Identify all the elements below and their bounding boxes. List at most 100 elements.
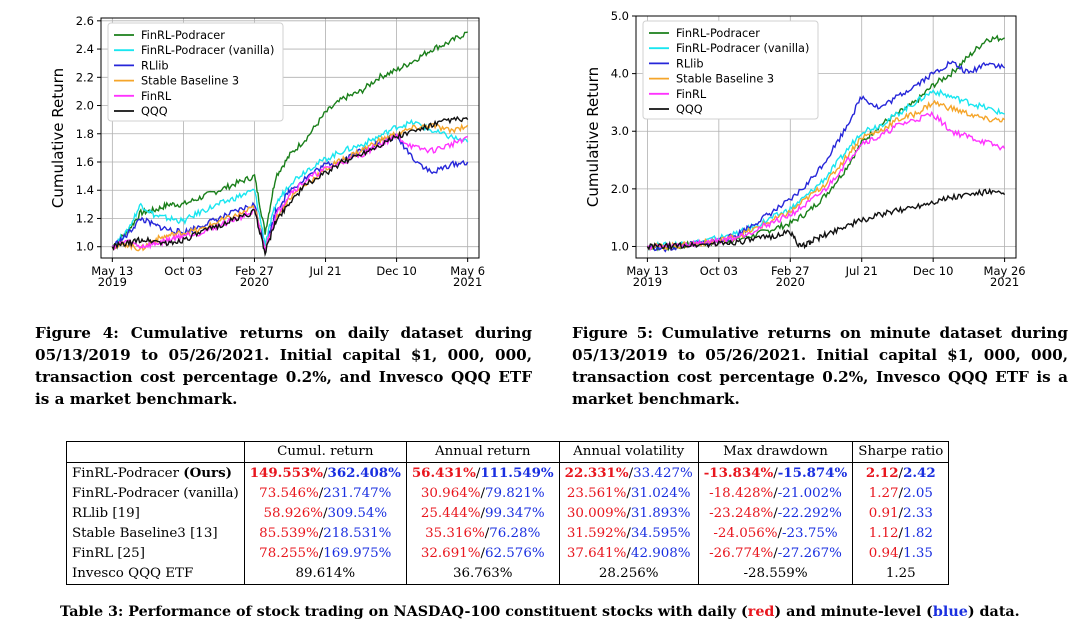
row-label-suffix: (Ours) bbox=[183, 465, 232, 481]
performance-table: Cumul. return Annual return Annual volatil… bbox=[66, 441, 950, 585]
daily-value: 37.641% bbox=[566, 546, 627, 561]
legend-label: RLlib bbox=[141, 59, 169, 72]
value-separator: / bbox=[898, 466, 904, 481]
value-separator: / bbox=[475, 466, 481, 481]
legend-label: Stable Baseline 3 bbox=[676, 73, 774, 86]
minute-value: 33.427% bbox=[633, 466, 693, 481]
row-label-text: FinRL [25] bbox=[72, 546, 145, 561]
daily-value: 1.27 bbox=[868, 486, 899, 501]
table-caption-red: red bbox=[747, 604, 775, 620]
benchmark-value: -28.559% bbox=[743, 566, 808, 581]
legend-label: FinRL bbox=[141, 90, 172, 103]
x-tick-label: Oct 03 bbox=[700, 264, 738, 278]
daily-value: 73.546% bbox=[259, 486, 319, 501]
daily-value: -26.774% bbox=[709, 546, 774, 561]
value-separator: / bbox=[898, 506, 904, 521]
table-caption-mid: ) and minute-level ( bbox=[774, 604, 933, 620]
table-caption-blue: blue bbox=[932, 604, 968, 620]
benchmark-value: 1.25 bbox=[885, 566, 916, 581]
minute-value: 76.28% bbox=[489, 526, 541, 541]
daily-value: 35.316% bbox=[425, 526, 485, 541]
figure-4-caption: Figure 4: Cumulative returns on daily da… bbox=[35, 324, 532, 408]
table-cell: 35.316%/76.28% bbox=[405, 524, 560, 544]
daily-value: 23.561% bbox=[566, 486, 627, 501]
value-separator: / bbox=[626, 486, 631, 501]
minute-value: 31.024% bbox=[630, 486, 691, 501]
x-tick-label: Feb 27 bbox=[771, 264, 810, 278]
header-name bbox=[66, 441, 245, 463]
value-separator: / bbox=[773, 466, 778, 481]
table-cell: 58.926%/309.54% bbox=[243, 504, 407, 524]
table-header-row: Cumul. return Annual return Annual volatil… bbox=[66, 441, 949, 463]
row-label: FinRL-Podracer (Ours) bbox=[67, 463, 245, 485]
row-label: RLlib [19] bbox=[67, 504, 245, 524]
table-row: Stable Baseline3 [13] 85.539%/218.531% 35.… bbox=[67, 524, 949, 544]
value-separator: / bbox=[773, 546, 778, 561]
y-tick-label: 1.0 bbox=[611, 239, 629, 253]
value-separator: / bbox=[626, 546, 631, 561]
table-cell: 73.546%/231.747% bbox=[243, 484, 407, 504]
figure-5-chart: 1.0 2.0 3.0 4.0 5.0 May 13 2019 Oct 03 Feb 27 202… bbox=[575, 0, 1035, 300]
y-tick-label: 2.6 bbox=[76, 14, 94, 28]
table-row: RLlib [19] 58.926%/309.54% 25.444%/99.347%… bbox=[67, 504, 949, 524]
minute-value: 34.595% bbox=[630, 526, 691, 541]
value-separator: / bbox=[480, 486, 485, 501]
series-finrl bbox=[111, 133, 468, 252]
value-separator: / bbox=[318, 486, 324, 501]
y-tick-label: 4.0 bbox=[611, 67, 629, 81]
value-separator: / bbox=[484, 526, 490, 541]
table-cell: 28.256% bbox=[558, 564, 699, 585]
daily-value: 0.94 bbox=[868, 546, 899, 561]
figure-5-caption: Figure 5: Cumulative returns on minute d… bbox=[572, 324, 1068, 408]
table-cell: 30.964%/79.821% bbox=[405, 484, 560, 504]
daily-value: 85.539% bbox=[259, 526, 319, 541]
table-body: FinRL-Podracer (Ours) 149.553%/362.408% 56… bbox=[66, 462, 949, 585]
series-finrl bbox=[647, 110, 1006, 251]
legend-label: Stable Baseline 3 bbox=[141, 75, 239, 88]
header-cumul-return: Cumul. return bbox=[243, 441, 407, 463]
table-cell: 36.763% bbox=[405, 564, 560, 585]
row-label-text: Invesco QQQ ETF bbox=[72, 566, 194, 581]
daily-value: -13.834% bbox=[703, 465, 774, 481]
table-cell: 78.255%/169.975% bbox=[243, 544, 407, 564]
table-cell: 56.431%/111.549% bbox=[405, 462, 560, 484]
minute-value: 309.54% bbox=[327, 506, 388, 521]
y-tick-label: 1.4 bbox=[76, 183, 94, 197]
value-separator: / bbox=[323, 506, 328, 521]
minute-value: -22.292% bbox=[777, 506, 842, 521]
x-tick-label: 2019 bbox=[98, 275, 127, 289]
x-tick-label: 2020 bbox=[776, 275, 805, 289]
legend-label: FinRL-Podracer bbox=[676, 27, 760, 40]
y-axis-label: Cumulative Return bbox=[49, 68, 67, 208]
row-label-text: FinRL-Podracer (vanilla) bbox=[72, 486, 239, 501]
table-cell: 25.444%/99.347% bbox=[405, 504, 560, 524]
series-finrl-podracer-vanilla bbox=[646, 88, 1005, 251]
table-caption-suffix: ) data. bbox=[967, 604, 1020, 620]
minute-value: 2.42 bbox=[903, 465, 936, 481]
series-finrl-podracer-vanilla bbox=[111, 118, 469, 251]
daily-value: 58.926% bbox=[263, 506, 324, 521]
row-label: FinRL [25] bbox=[67, 544, 245, 564]
x-tick-label: Feb 27 bbox=[235, 264, 274, 278]
legend-label: QQQ bbox=[141, 105, 168, 118]
minute-value: -15.874% bbox=[777, 465, 848, 481]
table-cell: -26.774%/-27.267% bbox=[697, 544, 853, 564]
table-caption-prefix: Table 3: Performance of stock trading on… bbox=[60, 604, 748, 620]
table-cell: 1.12/1.82 bbox=[852, 524, 949, 544]
minute-value: 231.747% bbox=[323, 486, 392, 501]
table-row: FinRL-Podracer (vanilla) 73.546%/231.747%… bbox=[67, 484, 949, 504]
table-cell: 30.009%/31.893% bbox=[558, 504, 699, 524]
x-tick-label: Oct 03 bbox=[164, 264, 202, 278]
table-row: FinRL [25] 78.255%/169.975% 32.691%/62.576… bbox=[67, 544, 949, 564]
minute-value: 2.33 bbox=[903, 506, 933, 521]
table-cell: 22.331%/33.427% bbox=[558, 462, 699, 484]
table-cell: 2.12/2.42 bbox=[852, 462, 949, 484]
minute-value: 31.893% bbox=[630, 506, 691, 521]
daily-value: 31.592% bbox=[566, 526, 627, 541]
y-axis-label: Cumulative Return bbox=[584, 67, 602, 207]
daily-value: 30.964% bbox=[420, 486, 481, 501]
daily-value: 32.691% bbox=[420, 546, 481, 561]
row-label-text: FinRL-Podracer bbox=[72, 466, 180, 481]
row-label-text: RLlib [19] bbox=[72, 506, 140, 521]
